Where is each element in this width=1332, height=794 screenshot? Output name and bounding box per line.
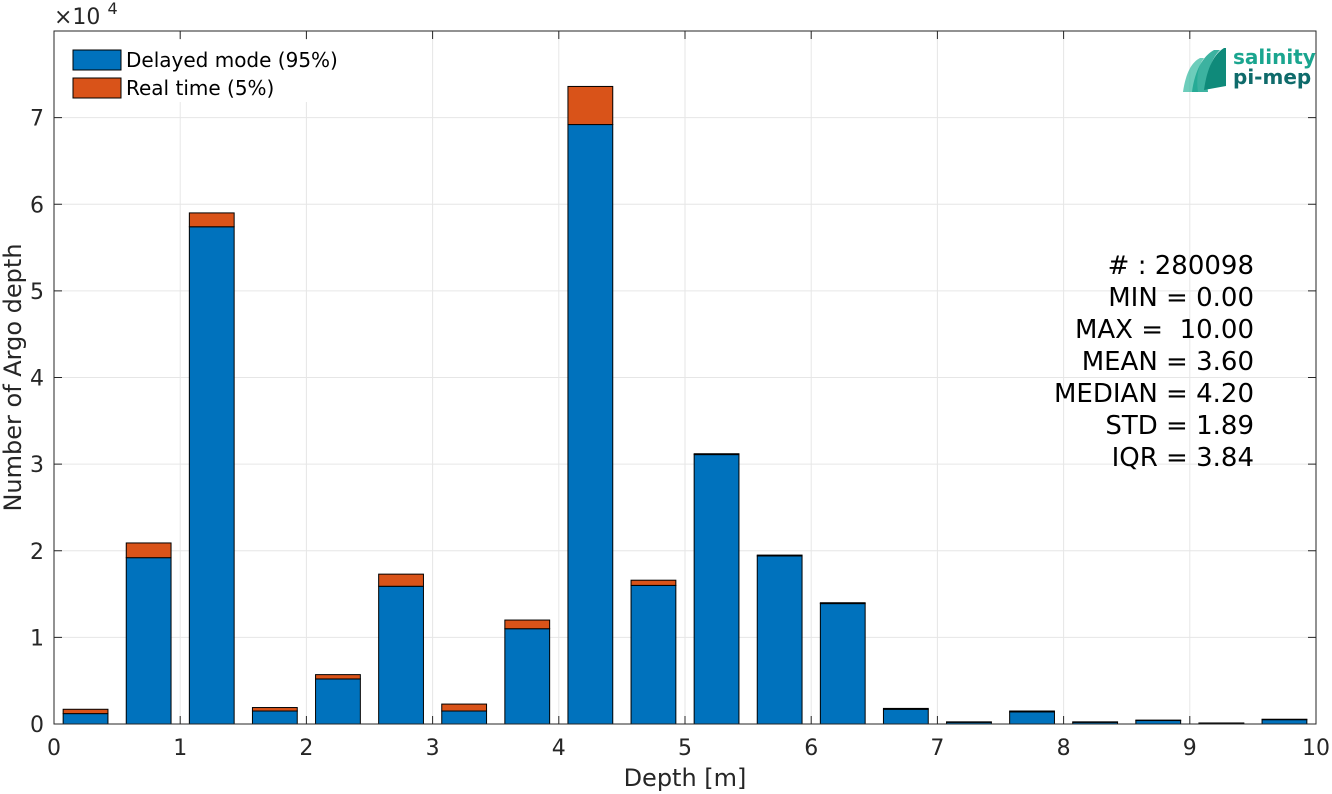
y-multiplier-exponent: 4: [107, 0, 117, 18]
legend-swatch: [72, 49, 122, 71]
x-tick-label: 4: [552, 736, 566, 761]
bar-real-time: [504, 619, 551, 630]
logo-text-salinity: salinity: [1233, 45, 1316, 69]
y-tick-label: 0: [30, 713, 44, 738]
bar-delayed-mode: [125, 557, 172, 725]
bar-real-time: [819, 602, 866, 605]
bar-real-time: [188, 212, 235, 228]
ticks-layer: 0 1 2 3 4 5 6 7 8 9 10 0 1 2 3 4 5 6 7: [30, 31, 1330, 761]
bar-real-time: [315, 674, 361, 680]
stats-line: # : 280098: [1108, 251, 1254, 281]
bar-delayed-mode: [630, 584, 677, 725]
legend-swatch: [72, 77, 122, 99]
x-tick-label: 3: [426, 736, 440, 761]
bars-layer: [62, 85, 1308, 725]
y-tick-label: 2: [30, 540, 44, 565]
stats-line: IQR = 3.84: [1112, 443, 1254, 473]
bar-real-time: [251, 707, 298, 712]
y-tick-label: 1: [30, 626, 44, 651]
stats-line: MEDIAN = 4.20: [1054, 379, 1254, 409]
x-tick-label: 7: [930, 736, 944, 761]
bar-delayed-mode: [62, 713, 109, 725]
stats-line: MIN = 0.00: [1108, 283, 1254, 313]
y-tick-label: 6: [30, 193, 44, 218]
bar-real-time: [630, 579, 677, 586]
y-axis-label: Number of Argo depth: [0, 243, 27, 511]
x-tick-label: 5: [678, 736, 692, 761]
logo-text-pimep: pi-mep: [1233, 65, 1311, 89]
y-axis-multiplier: ×10 4: [54, 0, 118, 30]
bar-delayed-mode: [251, 710, 298, 725]
y-tick-label: 5: [30, 280, 44, 305]
bar-delayed-mode: [819, 603, 866, 725]
y-tick-label: 3: [30, 453, 44, 478]
legend: Delayed mode (95%) Real time (5%): [63, 40, 363, 102]
grid-layer: [53, 31, 1317, 725]
x-axis-label: Depth [m]: [624, 764, 747, 792]
legend-label: Real time (5%): [126, 76, 274, 100]
x-tick-label: 9: [1183, 736, 1197, 761]
salinity-pimep-logo: salinity pi-mep: [1183, 45, 1316, 92]
bar-delayed-mode: [441, 710, 488, 725]
bar-delayed-mode: [315, 678, 361, 725]
bar-real-time: [756, 554, 803, 557]
x-tick-label: 1: [173, 736, 187, 761]
logo-wave-icon: [1183, 48, 1226, 92]
y-tick-label: 4: [30, 367, 44, 392]
bar-real-time: [882, 707, 929, 710]
bar-real-time: [378, 573, 424, 587]
bar-delayed-mode: [1261, 719, 1308, 725]
y-tick-label: 7: [30, 107, 44, 132]
x-tick-label: 2: [299, 736, 313, 761]
bar-real-time: [567, 85, 614, 126]
bar-delayed-mode: [693, 454, 740, 725]
legend-label: Delayed mode (95%): [126, 48, 338, 72]
x-tick-label: 6: [804, 736, 818, 761]
bar-delayed-mode: [567, 124, 614, 725]
bar-delayed-mode: [378, 585, 424, 725]
bar-real-time: [125, 542, 172, 559]
x-tick-label: 8: [1057, 736, 1071, 761]
bar-real-time: [62, 708, 109, 715]
stats-line: STD = 1.89: [1105, 411, 1254, 441]
bar-delayed-mode: [504, 628, 551, 725]
bar-real-time: [693, 453, 740, 456]
bar-delayed-mode: [1135, 720, 1182, 725]
x-tick-label: 10: [1302, 736, 1330, 761]
bar-delayed-mode: [1009, 711, 1055, 725]
bar-delayed-mode: [188, 226, 235, 725]
x-tick-label: 0: [47, 736, 61, 761]
stats-line: MAX = 10.00: [1075, 315, 1254, 345]
bar-real-time: [441, 703, 488, 712]
bar-delayed-mode: [882, 708, 929, 725]
labels-layer: Depth [m] Number of Argo depth ×10 4: [0, 0, 746, 792]
y-multiplier-base: ×10: [54, 5, 100, 30]
bar-delayed-mode: [756, 555, 803, 725]
stats-line: MEAN = 3.60: [1082, 347, 1254, 377]
bar-real-time: [1009, 710, 1055, 713]
